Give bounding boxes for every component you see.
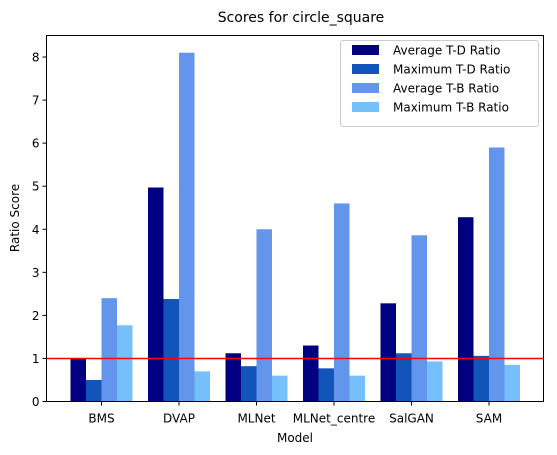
bar-group <box>70 52 520 402</box>
x-tick-label: MLNet_centre <box>293 412 375 426</box>
bar-mlnet-centre-series-2 <box>318 368 334 402</box>
bar-dvap-series-2 <box>163 299 179 402</box>
bar-mlnet-centre-series-1 <box>303 345 319 402</box>
bar-bms-series-3 <box>101 298 117 402</box>
legend: Average T-D Ratio Maximum T-D Ratio Averag… <box>340 40 539 127</box>
y-tick-label: 6 <box>32 137 40 151</box>
bar-mlnet-series-3 <box>256 229 272 402</box>
legend-label: Average T-D Ratio <box>393 44 501 58</box>
y-tick-label: 3 <box>32 266 40 280</box>
bar-bms-series-2 <box>86 379 102 402</box>
bar-mlnet-series-1 <box>225 353 241 402</box>
bar-mlnet-series-2 <box>241 366 257 402</box>
legend-label: Maximum T-D Ratio <box>393 63 510 77</box>
legend-swatch <box>352 64 379 74</box>
legend-label: Average T-B Ratio <box>393 82 499 96</box>
y-tick-label: 5 <box>32 180 40 194</box>
x-tick-label: SalGAN <box>389 412 434 426</box>
legend-label: Maximum T-B Ratio <box>393 101 509 115</box>
x-tick-label: SAM <box>476 412 502 426</box>
y-axis-label: Ratio Score <box>8 184 22 252</box>
x-axis: BMS DVAP MLNet MLNet_centre SalGAN SAM <box>88 401 502 426</box>
legend-swatch <box>352 102 379 112</box>
bar-sam-series-1 <box>458 217 474 402</box>
legend-swatch <box>352 83 379 93</box>
x-tick-label: MLNet <box>237 412 275 426</box>
bar-salgan-series-3 <box>411 235 427 402</box>
x-tick-label: BMS <box>88 412 114 426</box>
bar-dvap-series-4 <box>194 371 210 402</box>
y-tick-label: 8 <box>32 51 40 65</box>
bar-mlnet-centre-series-4 <box>349 375 365 402</box>
bar-salgan-series-4 <box>427 361 443 402</box>
y-axis: 0 1 2 3 4 5 6 7 8 <box>32 51 47 409</box>
legend-swatch <box>352 45 379 55</box>
x-axis-label: Model <box>277 431 313 445</box>
bar-salgan-series-2 <box>396 353 412 402</box>
bar-salgan-series-1 <box>380 303 396 402</box>
bar-mlnet-centre-series-3 <box>334 203 350 402</box>
bar-sam-series-2 <box>473 355 489 402</box>
bar-dvap-series-3 <box>179 52 195 402</box>
y-tick-label: 1 <box>32 352 40 366</box>
x-tick-label: DVAP <box>163 412 195 426</box>
legend-box <box>340 40 539 127</box>
chart-title: Scores for circle_square <box>218 10 385 26</box>
y-tick-label: 4 <box>32 223 40 237</box>
bar-dvap-series-1 <box>148 187 164 402</box>
bar-sam-series-4 <box>504 364 520 402</box>
bar-bms-series-4 <box>117 325 133 402</box>
plot-frame <box>46 35 544 402</box>
y-tick-label: 7 <box>32 94 40 108</box>
y-tick-label: 2 <box>32 309 40 323</box>
bar-sam-series-3 <box>489 147 505 402</box>
bar-bms-series-1 <box>70 358 86 402</box>
y-tick-label: 0 <box>32 395 40 409</box>
bar-mlnet-series-4 <box>272 375 288 402</box>
